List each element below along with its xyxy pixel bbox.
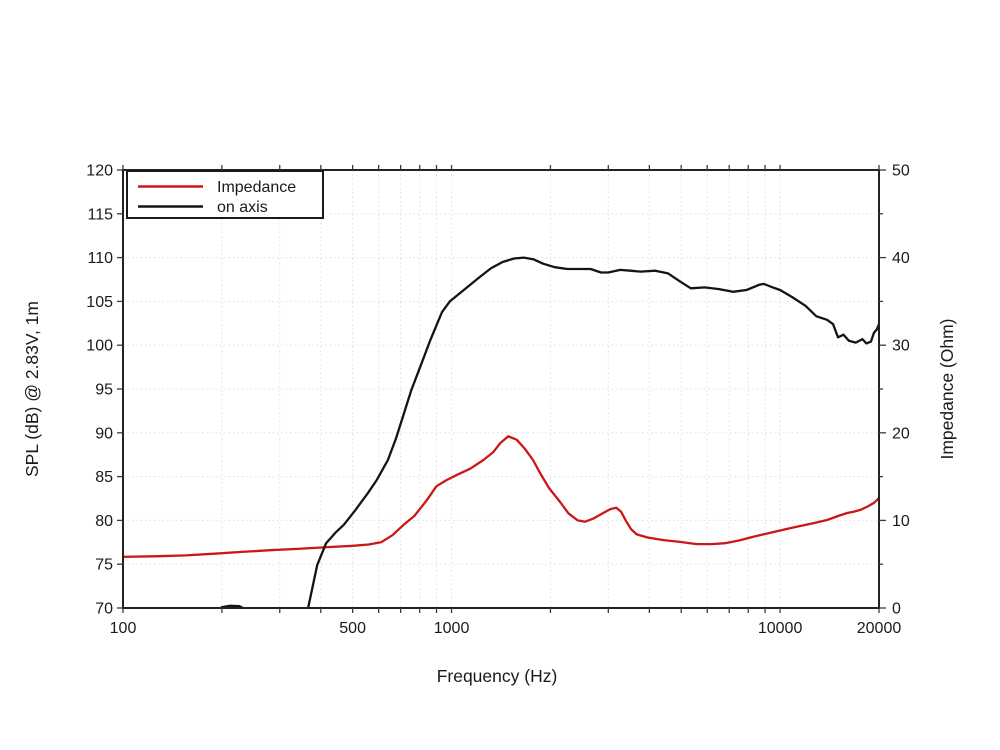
y-left-tick-label: 120 bbox=[86, 163, 113, 180]
y-left-tick-label: 80 bbox=[95, 513, 113, 530]
gridlines bbox=[123, 170, 879, 608]
y-left-tick-label: 95 bbox=[95, 382, 113, 399]
y-left-tick-label: 105 bbox=[86, 294, 113, 311]
y-right-axis-title: Impedance (Ohm) bbox=[937, 318, 957, 459]
legend-label-impedance: Impedance bbox=[217, 179, 296, 196]
x-tick-label: 100 bbox=[110, 620, 137, 637]
x-tick-label: 20000 bbox=[857, 620, 902, 637]
y-left-tick-label: 115 bbox=[87, 206, 113, 223]
legend: Impedance on axis bbox=[126, 170, 324, 219]
y-right-tick-label: 0 bbox=[892, 601, 901, 618]
y-left-tick-label: 75 bbox=[95, 557, 113, 574]
on-axis-curve bbox=[219, 256, 879, 608]
impedance-curve bbox=[123, 435, 879, 558]
x-tick-label: 10000 bbox=[758, 620, 803, 637]
legend-box bbox=[126, 170, 324, 219]
tick-marks bbox=[117, 165, 886, 613]
y-left-tick-label: 85 bbox=[95, 469, 113, 486]
x-axis-title: Frequency (Hz) bbox=[437, 666, 558, 686]
y-left-tick-label: 90 bbox=[95, 425, 113, 442]
x-tick-label: 500 bbox=[339, 620, 366, 637]
y-right-tick-label: 30 bbox=[892, 338, 910, 355]
y-right-tick-label: 40 bbox=[892, 250, 910, 267]
legend-label-on-axis: on axis bbox=[217, 199, 268, 216]
y-right-tick-label: 10 bbox=[892, 513, 910, 530]
tick-labels: 100 500 1000 10000 2000070758085909510010511… bbox=[86, 163, 910, 638]
y-left-axis-title: SPL (dB) @ 2.83V, 1m bbox=[22, 301, 42, 477]
y-left-tick-label: 70 bbox=[95, 601, 113, 618]
y-right-tick-label: 50 bbox=[892, 163, 910, 180]
y-right-tick-label: 20 bbox=[892, 425, 910, 442]
curves bbox=[123, 256, 879, 608]
y-left-tick-label: 110 bbox=[87, 250, 113, 267]
y-left-tick-label: 100 bbox=[86, 338, 113, 355]
x-tick-label: 1000 bbox=[434, 620, 470, 637]
